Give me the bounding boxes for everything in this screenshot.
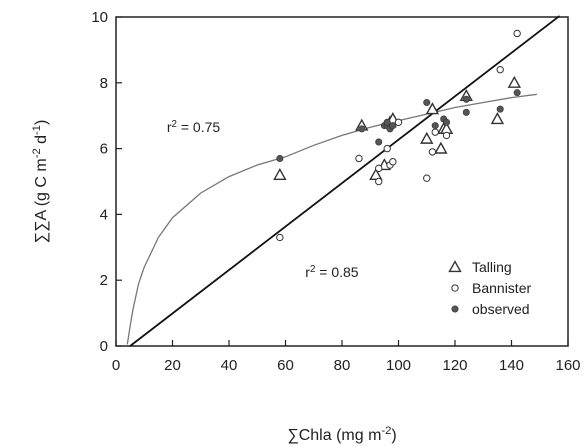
bannister-point [442, 131, 451, 140]
observed-point [375, 138, 383, 146]
bannister-point [375, 164, 383, 173]
x-ticks: 0 20 40 60 80 100 120 140 160 [112, 340, 581, 374]
fit-layer [126, 15, 561, 347]
talling-point [490, 112, 505, 125]
y-tick-label: 0 [100, 338, 108, 355]
x-tick-label: 160 [555, 357, 580, 374]
talling-point [425, 102, 440, 115]
r-squared-annotation: r2 = 0.85 [305, 263, 359, 280]
y-tick-label: 6 [100, 141, 108, 158]
bannister-point [276, 233, 284, 242]
legend-label-observed: observed [472, 301, 530, 317]
bannister-point [431, 128, 439, 136]
observed-point [423, 99, 431, 107]
observed-point [276, 154, 284, 162]
bannister-point [423, 174, 431, 182]
y-ticks: 0 2 4 6 8 10 [91, 9, 122, 355]
observed-point [383, 118, 391, 126]
observed-point [513, 89, 521, 97]
legend-marker-observed [451, 305, 459, 313]
x-tick-label: 80 [334, 357, 351, 374]
legend-marker-bannister [451, 284, 459, 292]
bannister-point [375, 177, 383, 186]
observed-point [462, 95, 470, 103]
observed-point [389, 122, 397, 130]
y-tick-label: 8 [100, 75, 108, 92]
curve-fit-line [126, 93, 537, 345]
talling-point [434, 141, 448, 154]
y-axis-title: ∑∑A (g C m-2 d-1) [31, 120, 50, 244]
observed-point [431, 122, 439, 130]
talling-point [273, 167, 287, 181]
talling-point [507, 75, 522, 88]
observed-point [462, 108, 470, 116]
annotation-layer: r2 = 0.75 r2 = 0.85 [167, 119, 359, 280]
observed-point [496, 105, 504, 113]
x-tick-label: 20 [164, 357, 181, 374]
talling-point [420, 131, 434, 144]
x-tick-label: 40 [221, 357, 238, 374]
bannister-point [389, 158, 397, 166]
marker-layer [273, 29, 522, 242]
x-tick-label: 140 [499, 357, 524, 374]
observed-point [443, 118, 451, 126]
legend: Talling Bannister observed [448, 259, 531, 317]
bannister-point [394, 118, 403, 126]
bannister-point [383, 144, 391, 153]
observed-point [358, 125, 366, 133]
linear-fit-line [129, 15, 561, 347]
x-tick-label: 100 [386, 357, 411, 374]
legend-label-bannister: Bannister [472, 280, 531, 296]
y-tick-label: 10 [91, 9, 108, 26]
x-tick-label: 0 [112, 357, 120, 374]
r-squared-annotation: r2 = 0.75 [167, 119, 221, 136]
bannister-point [428, 148, 437, 156]
y-tick-label: 4 [100, 206, 108, 223]
legend-label-talling: Talling [472, 259, 512, 275]
bannister-point [355, 154, 363, 163]
bannister-point [513, 29, 521, 38]
x-axis-title: ∑Chla (mg m-2) [287, 425, 396, 444]
bannister-point [496, 65, 504, 74]
legend-marker-talling [448, 260, 462, 273]
y-tick-label: 2 [100, 272, 108, 289]
x-tick-label: 120 [442, 357, 467, 374]
x-tick-label: 60 [277, 357, 294, 374]
